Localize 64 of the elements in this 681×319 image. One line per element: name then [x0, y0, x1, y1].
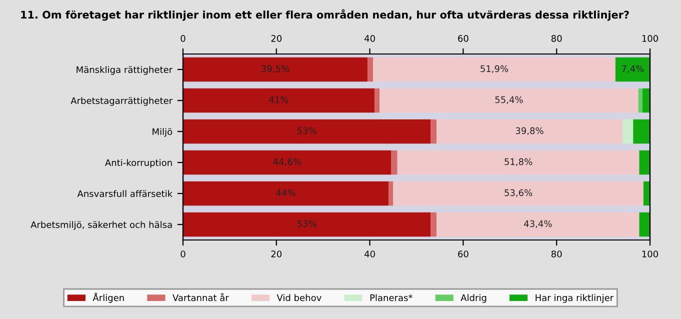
data-label: 51,9%	[480, 65, 508, 74]
bar	[380, 88, 638, 113]
bar	[436, 212, 640, 237]
legend-label: Aldrig	[460, 294, 486, 303]
bar	[643, 181, 650, 206]
data-label: 44,6%	[273, 158, 301, 166]
bar	[391, 150, 398, 175]
x-tick-label: 80	[551, 250, 562, 258]
y-tick-label: Mänskliga rättigheter	[76, 66, 173, 75]
bar	[183, 57, 368, 82]
chart-title: 11. Om företaget har riktlinjer inom ett eller flera områden nedan, hur ofta utvärderas dessa riktlinjer?	[21, 9, 629, 21]
y-tick-label: Anti-korruption	[105, 159, 172, 168]
data-label: 55,4%	[495, 96, 523, 104]
bar	[642, 88, 650, 113]
x2-tick-label: 60	[458, 35, 468, 42]
data-label: 53,6%	[504, 189, 532, 198]
data-label: 44%	[276, 189, 296, 196]
legend-label: Vartannat år	[172, 293, 229, 302]
bar	[639, 150, 650, 175]
data-label: 39,5%	[262, 65, 290, 74]
y-tick-label: Miljö	[152, 128, 172, 137]
bar	[183, 181, 388, 206]
y-tick-label: Ansvarsfull affärsetik	[77, 190, 173, 198]
bar	[388, 181, 394, 206]
x2-tick-label: 0	[180, 35, 186, 42]
bar	[374, 88, 380, 113]
bar	[183, 212, 431, 237]
bar	[367, 57, 374, 82]
data-label: 53%	[297, 220, 316, 228]
legend-label: Vid behov	[276, 294, 322, 302]
bar	[638, 88, 643, 113]
bar	[183, 150, 392, 175]
x-tick-label: 20	[271, 250, 282, 258]
x-tick-label: 0	[180, 250, 186, 258]
bar	[393, 181, 644, 206]
data-label: 53%	[297, 127, 316, 134]
bar	[615, 57, 650, 82]
bar	[639, 212, 650, 237]
legend-label: Har inga riktlinjer	[536, 294, 614, 303]
bar	[397, 150, 640, 175]
x-tick-label: 60	[458, 250, 468, 258]
bar	[436, 119, 622, 144]
bar	[373, 57, 616, 82]
x2-tick-label: 40	[364, 35, 375, 42]
y-tick-label: Arbetstagarrättigheter	[70, 97, 173, 106]
x-tick-label: 40	[364, 250, 375, 258]
data-label: 41%	[269, 96, 288, 104]
data-label: 43,4%	[524, 220, 552, 228]
y-tick-label: Arbetsmiljö, säkerhet och hälsa	[30, 221, 172, 230]
x2-tick-label: 20	[271, 35, 282, 42]
bar	[633, 119, 650, 144]
data-label: 7,4%	[622, 65, 644, 74]
x2-tick-label: 80	[551, 35, 562, 42]
bar	[430, 212, 437, 237]
legend-label: Planeras*	[370, 294, 412, 302]
x2-tick-label: 100	[642, 35, 658, 42]
x-tick-label: 100	[642, 250, 658, 258]
bar	[183, 88, 374, 113]
legend-label: Årligen	[92, 292, 124, 303]
bar	[183, 119, 431, 144]
data-label: 51,8%	[504, 158, 532, 166]
bar	[622, 119, 634, 144]
bar	[430, 119, 437, 144]
data-label: 39,8%	[516, 127, 544, 136]
